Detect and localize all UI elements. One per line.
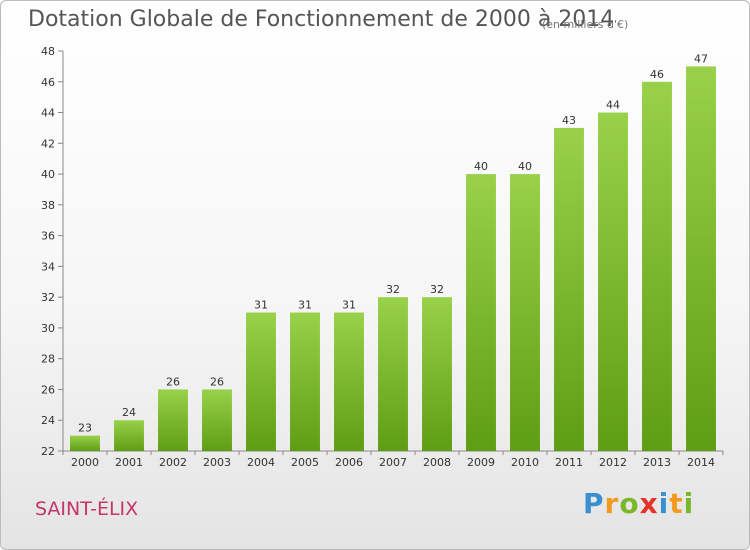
- bar: [114, 420, 144, 451]
- y-tick-label: 42: [41, 137, 55, 150]
- y-tick-label: 46: [41, 76, 55, 89]
- bar: [378, 297, 408, 451]
- y-tick-label: 26: [41, 383, 55, 396]
- logo-letter: i: [683, 487, 695, 520]
- bar: [202, 389, 232, 451]
- bar: [290, 312, 320, 451]
- bar-value-label: 44: [606, 99, 620, 112]
- bar: [642, 81, 672, 452]
- bar: [686, 66, 716, 451]
- bar-value-label: 31: [298, 299, 312, 312]
- bar: [422, 297, 452, 451]
- bar: [158, 389, 188, 451]
- y-tick-label: 48: [41, 45, 55, 58]
- bar-value-label: 26: [166, 375, 180, 388]
- bar-value-label: 40: [474, 160, 488, 173]
- chart-value-labels: 23 24 26 26 31 31 31 32 32 40 40 43 44 46 47: [78, 52, 708, 434]
- bar-value-label: 32: [386, 283, 400, 296]
- bar-value-label: 24: [122, 406, 136, 419]
- x-tick-label: 2010: [511, 456, 539, 469]
- bar: [554, 127, 584, 451]
- bar-value-label: 40: [518, 160, 532, 173]
- y-tick-label: 44: [41, 107, 55, 120]
- x-tick-label: 2005: [291, 456, 319, 469]
- bar: [246, 312, 276, 451]
- x-tick-label: 2008: [423, 456, 451, 469]
- logo-letter: P: [583, 487, 605, 520]
- y-tick-label: 38: [41, 199, 55, 212]
- proxiti-logo: Proxiti: [583, 487, 694, 520]
- logo-letter: r: [604, 487, 620, 520]
- y-tick-label: 30: [41, 322, 55, 335]
- x-tick-label: 2013: [643, 456, 671, 469]
- y-tick-label: 36: [41, 230, 55, 243]
- bar-value-label: 32: [430, 283, 444, 296]
- chart-bars: [70, 66, 716, 452]
- bar-value-label: 26: [210, 375, 224, 388]
- chart-title: Dotation Globale de Fonctionnement de 20…: [28, 7, 615, 32]
- bar-value-label: 23: [78, 422, 92, 435]
- bar: [510, 174, 540, 452]
- x-tick-label: 2012: [599, 456, 627, 469]
- bar-value-label: 31: [254, 299, 268, 312]
- x-tick-label: 2007: [379, 456, 407, 469]
- bar: [598, 112, 628, 452]
- y-tick-label: 24: [41, 414, 55, 427]
- bar: [70, 435, 100, 451]
- x-tick-label: 2000: [71, 456, 99, 469]
- bar-value-label: 43: [562, 114, 576, 127]
- logo-letter: t: [669, 487, 684, 520]
- y-tick-label: 40: [41, 168, 55, 181]
- y-tick-label: 34: [41, 260, 55, 273]
- bar-value-label: 46: [650, 68, 664, 81]
- logo-letter: x: [639, 487, 659, 520]
- chart-axes: 22 24 26 28 30 32 34 36 38 40 42 44 46 48 2000 2001 2002…: [41, 45, 724, 469]
- x-tick-label: 2011: [555, 456, 583, 469]
- bar-value-label: 47: [694, 52, 708, 65]
- bar: [466, 174, 496, 452]
- y-tick-label: 22: [41, 445, 55, 458]
- x-tick-label: 2004: [247, 456, 275, 469]
- x-tick-label: 2001: [115, 456, 143, 469]
- x-tick-label: 2002: [159, 456, 187, 469]
- chart-unit: (en milliers d'€): [542, 18, 629, 31]
- bar-value-label: 31: [342, 299, 356, 312]
- x-tick-label: 2006: [335, 456, 363, 469]
- x-tick-label: 2009: [467, 456, 495, 469]
- logo-letter: o: [619, 487, 640, 520]
- x-tick-label: 2014: [687, 456, 715, 469]
- y-tick-label: 28: [41, 353, 55, 366]
- logo-letter: i: [658, 487, 670, 520]
- x-tick-label: 2003: [203, 456, 231, 469]
- commune-name: SAINT-ÉLIX: [35, 498, 139, 520]
- y-tick-label: 32: [41, 291, 55, 304]
- bar: [334, 312, 364, 451]
